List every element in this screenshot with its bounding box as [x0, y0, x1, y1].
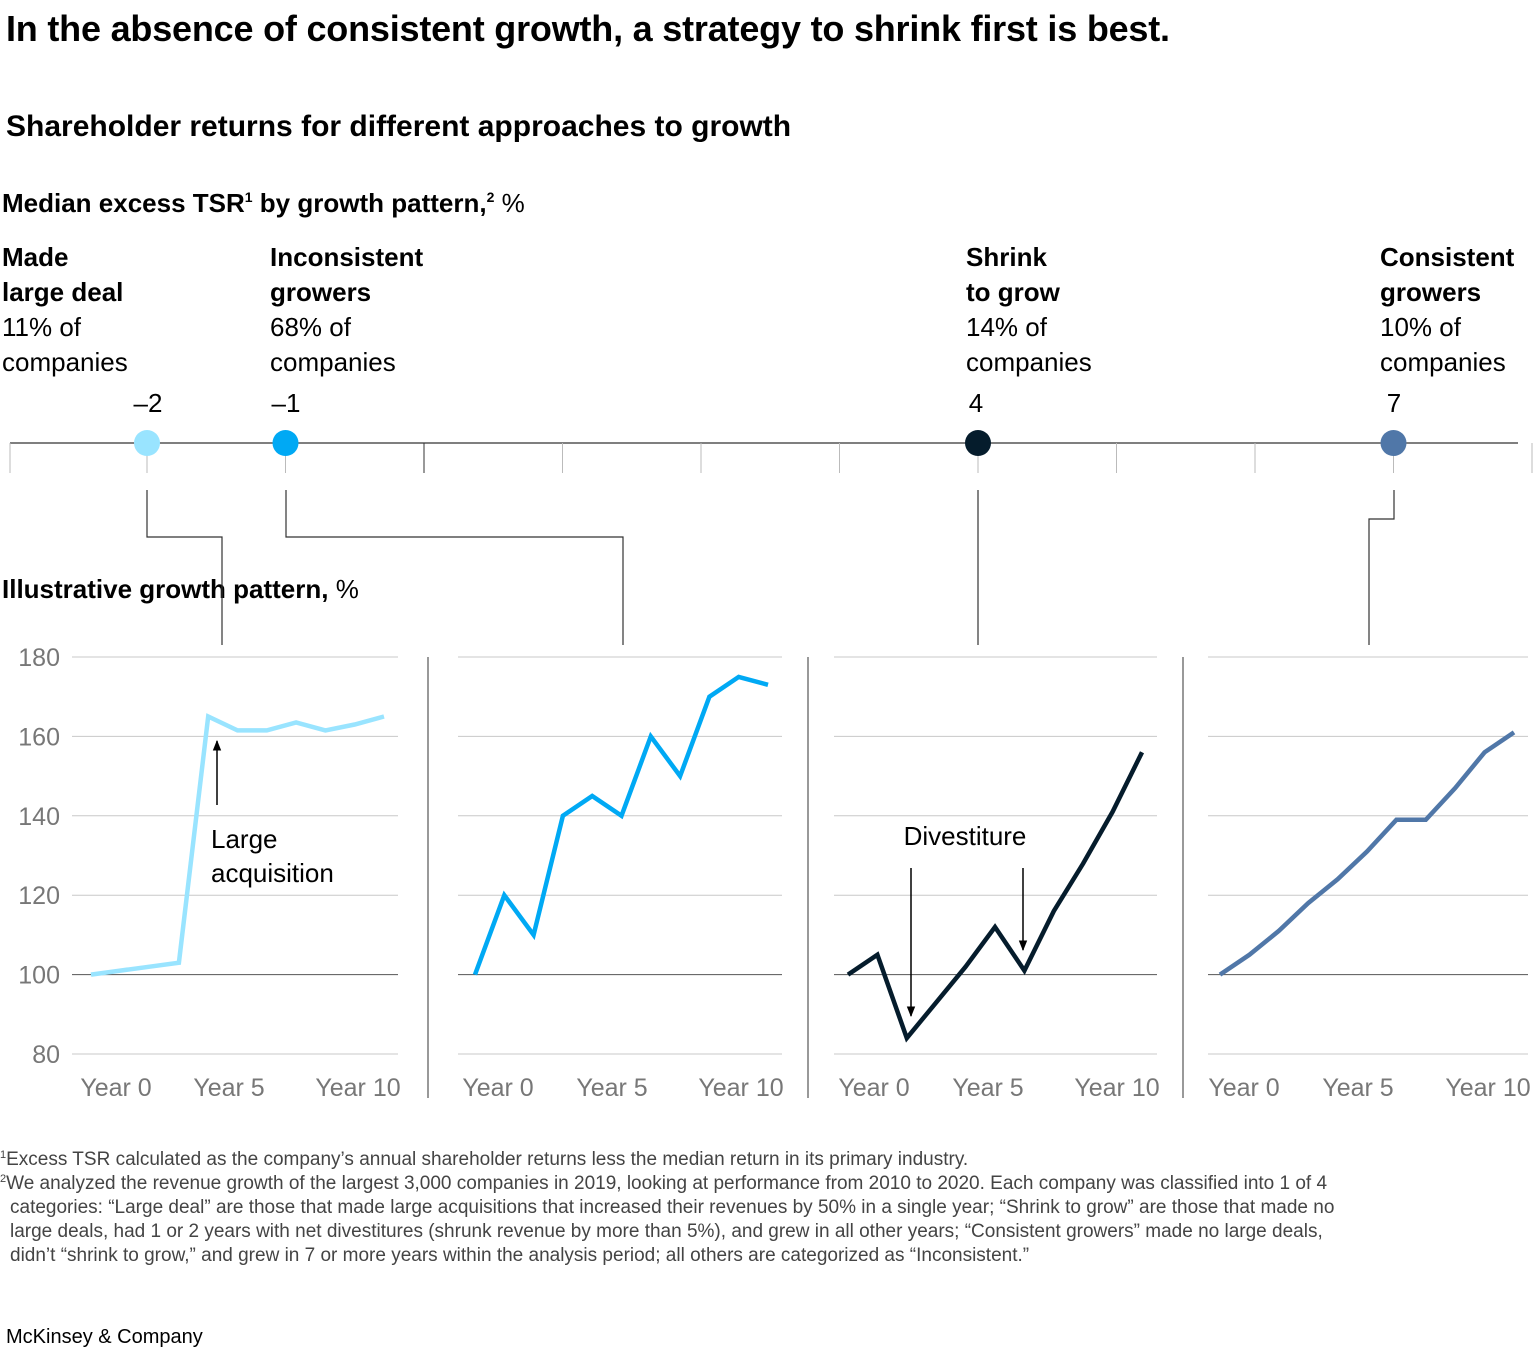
category-name: Consistent growers: [1380, 242, 1515, 307]
category-name: Shrink to grow: [966, 242, 1060, 307]
page-title: In the absence of consistent growth, a s…: [6, 8, 1170, 49]
y-tick-label: 120: [18, 882, 60, 910]
connector-consistent-growers: [1368, 490, 1395, 645]
growth-section-label: Illustrative growth pattern, %: [2, 574, 359, 604]
x-tick-label: Year 5: [576, 1074, 647, 1102]
footnote-1: 1Excess TSR calculated as the company’s …: [0, 1149, 969, 1170]
category-share: 14% of companies: [966, 312, 1092, 377]
series-line-inconsistent-growers: [472, 674, 769, 976]
y-tick-label: 140: [18, 803, 60, 831]
category-consistent-growers: Consistent growers 10% of companies: [1380, 240, 1536, 380]
y-tick-label: 180: [18, 644, 60, 672]
category-made-large-deal: Made large deal 11% of companies: [2, 240, 262, 380]
tsr-dot-consistent-growers: [1380, 430, 1407, 456]
x-tick-label: Year 5: [952, 1074, 1023, 1102]
tsr-dot-inconsistent-growers: [272, 430, 299, 456]
x-tick-label: Year 10: [698, 1074, 783, 1102]
tsr-value-consistent-growers: 7: [1386, 388, 1402, 418]
x-tick-label: Year 5: [1322, 1074, 1393, 1102]
category-shrink-to-grow: Shrink to grow 14% of companies: [966, 240, 1226, 380]
chart-canvas: 80 100 120 140 160 180 Year 0 Year 5 Year 10 Year…: [9, 430, 1533, 1102]
tsr-section-label: Median excess TSR1 by growth pattern,2 %: [2, 188, 525, 218]
footnote-2: 2We analyzed the revenue growth of the l…: [0, 1173, 1335, 1266]
x-tick-label: Year 10: [315, 1074, 400, 1102]
category-name: Made large deal: [2, 242, 124, 307]
y-tick-label: 100: [18, 962, 60, 990]
brand-logo-text: McKinsey & Company: [6, 1326, 203, 1348]
x-tick-label: Year 0: [1208, 1074, 1279, 1102]
x-tick-label: Year 0: [838, 1074, 909, 1102]
y-tick-label: 80: [32, 1041, 60, 1069]
y-tick-label: 160: [18, 723, 60, 751]
annotation-large-acquisition-line1: Large: [211, 824, 278, 854]
tsr-value-shrink-to-grow: 4: [968, 388, 984, 418]
tsr-value-made-large-deal: –2: [133, 388, 163, 418]
x-tick-label: Year 10: [1445, 1074, 1530, 1102]
x-tick-label: Year 5: [193, 1074, 264, 1102]
category-share: 68% of companies: [270, 312, 396, 377]
category-inconsistent-growers: Inconsistent growers 68% of companies: [270, 240, 530, 380]
category-share: 11% of companies: [2, 312, 128, 377]
x-tick-label: Year 10: [1074, 1074, 1159, 1102]
category-name: Inconsistent growers: [270, 242, 424, 307]
x-tick-label: Year 0: [462, 1074, 533, 1102]
connector-inconsistent-growers: [285, 490, 624, 645]
series-line-consistent-growers: [1218, 730, 1516, 977]
annotation-divestiture: Divestiture: [904, 821, 1027, 851]
annotation-large-acquisition-line2: acquisition: [211, 858, 334, 888]
tsr-value-inconsistent-growers: –1: [271, 388, 301, 418]
connector-made-large-deal: [146, 490, 223, 645]
category-share: 10% of companies: [1380, 312, 1506, 377]
chart-subtitle: Shareholder returns for different approa…: [6, 110, 792, 143]
tsr-dot-made-large-deal: [134, 430, 160, 456]
x-tick-label: Year 0: [80, 1074, 151, 1102]
tsr-dot-shrink-to-grow: [965, 430, 991, 456]
